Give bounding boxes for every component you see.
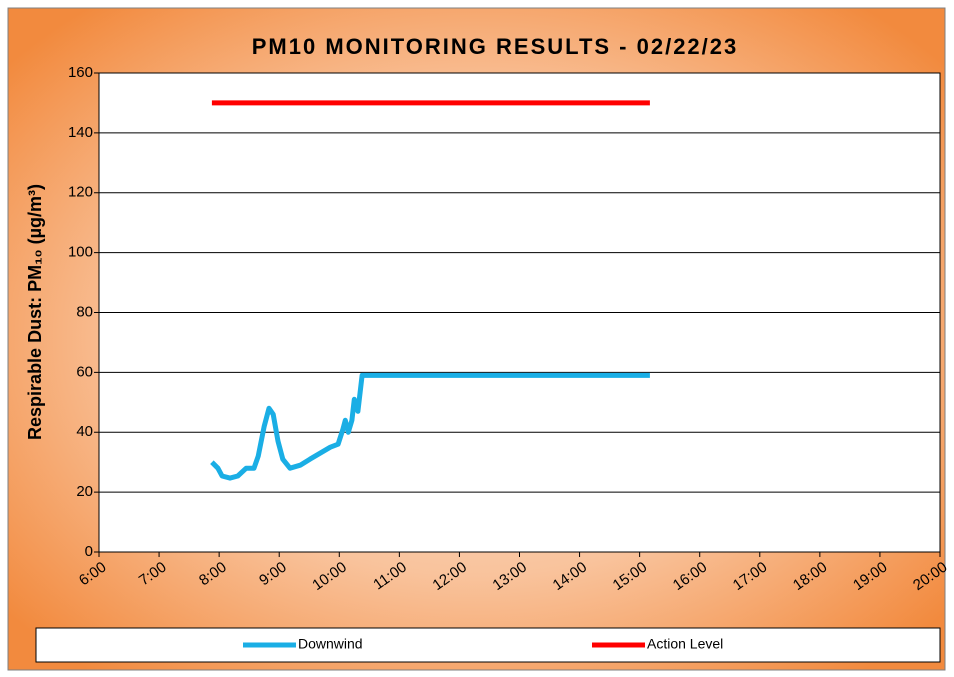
y-tick-label: 160: [68, 64, 93, 81]
y-tick-label: 100: [68, 244, 93, 261]
y-tick-label: 0: [85, 543, 93, 560]
legend-label: Downwind: [298, 636, 363, 652]
data-line: [210, 372, 650, 481]
y-tick-label: 40: [76, 423, 93, 440]
y-tick-label: 120: [68, 184, 93, 201]
y-tick-label: 60: [76, 363, 93, 380]
y-tick-label: 80: [76, 303, 93, 320]
chart-title: PM10 MONITORING RESULTS - 02/22/23: [252, 34, 739, 59]
y-tick-label: 140: [68, 124, 93, 141]
y-axis-label: Respirable Dust: PM₁₀ (µg/m³): [25, 184, 45, 440]
y-tick-label: 20: [76, 483, 93, 500]
legend-label: Action Level: [647, 636, 723, 652]
legend: [35, 627, 941, 663]
